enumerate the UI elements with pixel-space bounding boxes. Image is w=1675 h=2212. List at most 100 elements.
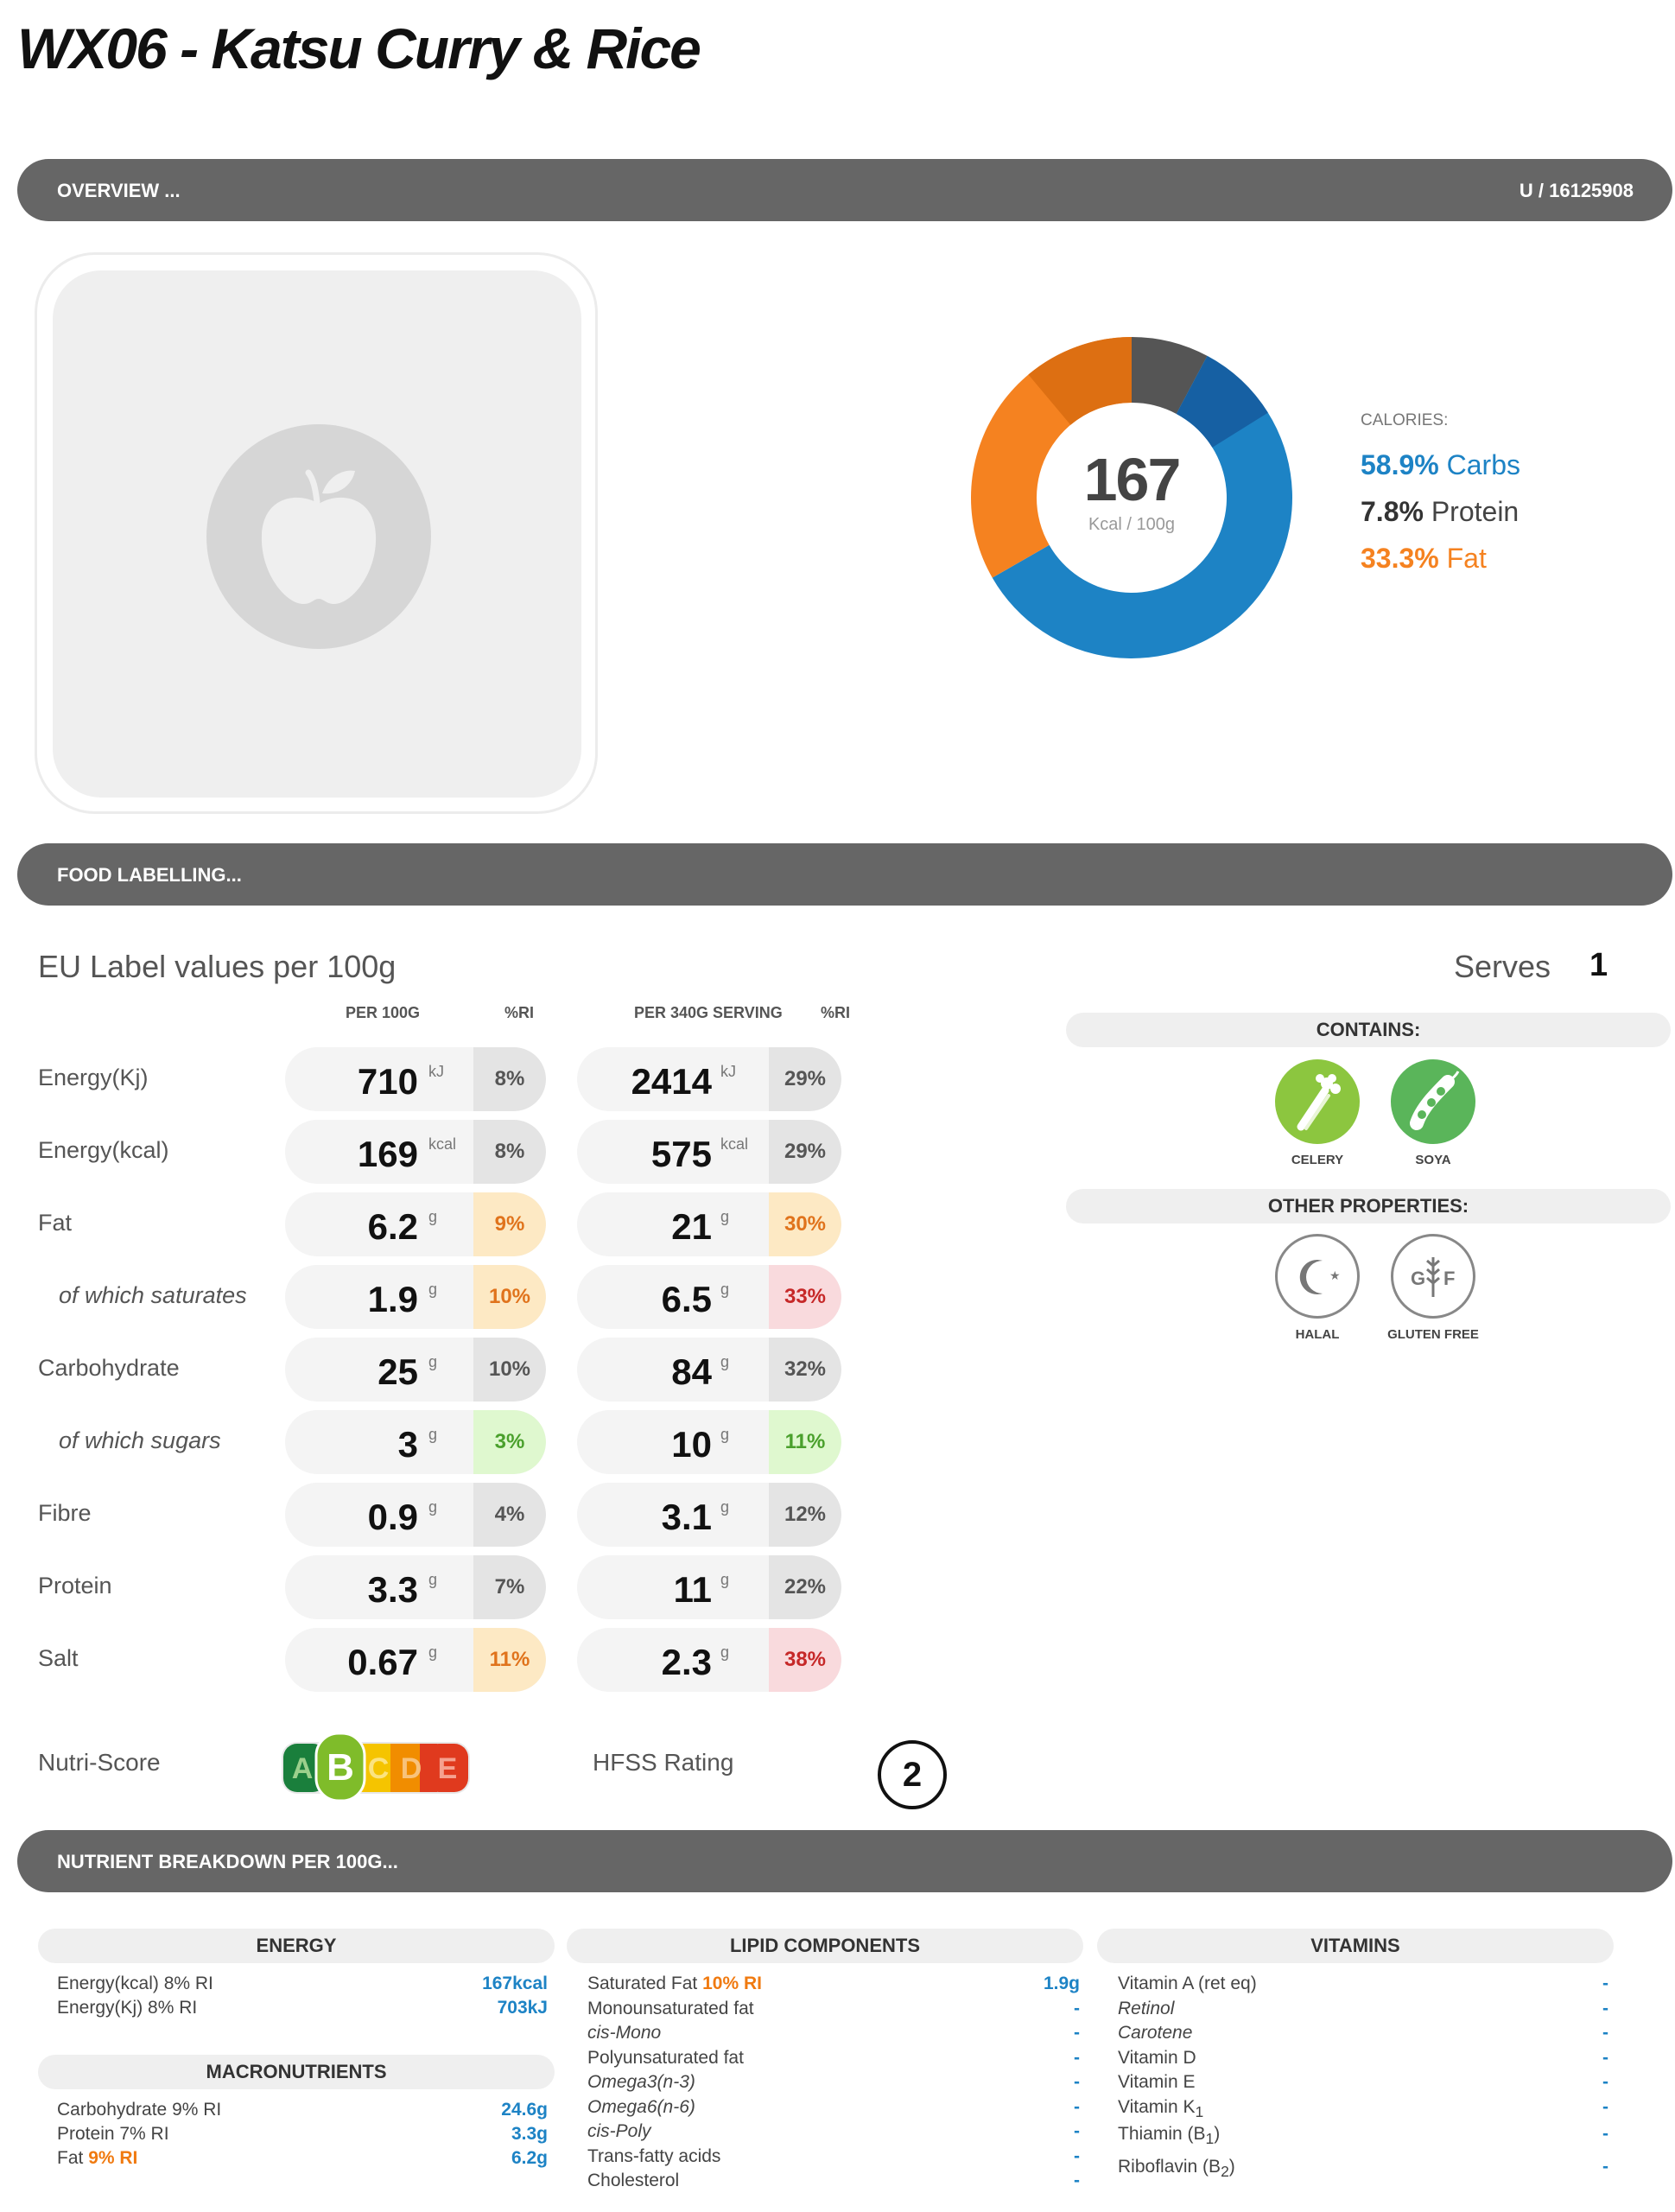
macro-protein-row: Protein 7% RI 3.3g: [57, 2124, 548, 2145]
food-labelling-header[interactable]: FOOD LABELLING...: [17, 843, 1672, 906]
legend-protein-name: Protein: [1431, 496, 1520, 527]
nutrient-breakdown-header[interactable]: NUTRIENT BREAKDOWN PER 100G...: [17, 1830, 1672, 1892]
per100-value: 1.9: [367, 1279, 418, 1319]
serving-value: 21: [671, 1206, 712, 1247]
nutri-letter-e: E: [438, 1752, 458, 1785]
vitamin-row-value: -: [1602, 2072, 1608, 2092]
energy-section-header: ENERGY: [38, 1929, 555, 1963]
per100-pill: 3 g 3%: [285, 1410, 546, 1474]
per100-value: 6.2: [367, 1206, 418, 1247]
hfss-rating-value: 2: [878, 1740, 947, 1809]
serving-pill: 84 g 32%: [577, 1338, 841, 1402]
vitamin-row-label: Riboflavin (B: [1118, 2157, 1221, 2177]
energy-kj-value: 703kJ: [497, 1998, 548, 2018]
serving-value: 2.3: [661, 1642, 712, 1682]
legend-title: CALORIES:: [1361, 411, 1449, 429]
vitamin-row: Vitamin E -: [1118, 2072, 1608, 2093]
macro-carb-label: Carbohydrate 9% RI: [57, 2100, 222, 2120]
serving-pill: 575 kcal 29%: [577, 1120, 841, 1184]
vitamin-row: Retinol -: [1118, 1999, 1608, 2019]
per100-unit: kJ: [428, 1063, 444, 1080]
per100-pill: 0.67 g 11%: [285, 1628, 546, 1692]
nutri-score-badge: A B C D E: [282, 1732, 470, 1802]
soya-label: SOYA: [1415, 1153, 1451, 1167]
vitamin-row: Riboflavin (B2) -: [1118, 2157, 1608, 2181]
nutrient-row-label: Protein: [38, 1573, 112, 1599]
vitamins-section-header: VITAMINS: [1097, 1929, 1614, 1963]
halal-label: HALAL: [1295, 1327, 1340, 1342]
gluten-free-icon: G F: [1391, 1234, 1475, 1319]
overview-header[interactable]: OVERVIEW ... U / 16125908: [17, 159, 1672, 221]
lipid-row-label: Omega3(n-3): [587, 2072, 695, 2092]
page-title: WX06 - Katsu Curry & Rice: [17, 16, 701, 80]
macro-carb-row: Carbohydrate 9% RI 24.6g: [57, 2100, 548, 2120]
hfss-label: HFSS Rating: [593, 1749, 734, 1776]
serving-ri: 29%: [769, 1120, 841, 1184]
lipid-row: cis-Mono -: [587, 2023, 1080, 2044]
vitamin-row-value: -: [1602, 2023, 1608, 2043]
lipid-section-header: LIPID COMPONENTS: [567, 1929, 1083, 1963]
per100-ri: 8%: [473, 1047, 546, 1111]
serving-unit: g: [720, 1571, 730, 1588]
lipid-row: Omega3(n-3) -: [587, 2072, 1080, 2093]
soya-icon: [1391, 1059, 1475, 1144]
vitamin-row-tail: ): [1214, 2124, 1221, 2144]
calorie-value: 167: [1083, 446, 1182, 513]
calorie-donut-chart: [971, 337, 1292, 658]
vitamin-row: Carotene -: [1118, 2023, 1608, 2044]
lipid-row-value: -: [1074, 2145, 1080, 2166]
per100-pill: 1.9 g 10%: [285, 1265, 546, 1329]
calorie-center: 167 Kcal / 100g: [969, 449, 1294, 535]
per100-pill: 169 kcal 8%: [285, 1120, 546, 1184]
lipid-row: cis-Poly -: [587, 2121, 1080, 2142]
lipid-row-value: -: [1074, 2171, 1080, 2190]
vitamin-row: Vitamin A (ret eq) -: [1118, 1974, 1608, 1994]
vitamin-row-label: Vitamin K: [1118, 2096, 1196, 2117]
lipid-row: Polyunsaturated fat -: [587, 2048, 1080, 2069]
serving-unit: g: [720, 1281, 730, 1298]
gluten-free-label: GLUTEN FREE: [1387, 1327, 1479, 1342]
serving-pill: 3.1 g 12%: [577, 1483, 841, 1547]
lipid-row-value: -: [1074, 2121, 1080, 2141]
macro-fat-value: 6.2g: [511, 2148, 548, 2168]
product-image-placeholder: [35, 252, 598, 814]
lipid-row-value: -: [1074, 2096, 1080, 2117]
legend-carbs: 58.9% Carbs: [1361, 449, 1520, 481]
vitamin-row-value: -: [1602, 1998, 1608, 2018]
per100-unit: g: [428, 1281, 438, 1298]
energy-kj-row: Energy(Kj) 8% RI 703kJ: [57, 1998, 548, 2018]
per100-unit: g: [428, 1571, 438, 1588]
serving-ri: 32%: [769, 1338, 841, 1402]
macro-protein-value: 3.3g: [511, 2124, 548, 2144]
per100-value: 0.9: [367, 1497, 418, 1537]
contains-header: CONTAINS:: [1066, 1013, 1671, 1047]
serving-value: 11: [673, 1569, 712, 1610]
serving-value: 10: [671, 1424, 712, 1465]
serving-value: 2414: [631, 1061, 712, 1102]
col-header-per-serving: PER 340G SERVING: [634, 1004, 783, 1021]
per100-ri: 11%: [473, 1628, 546, 1692]
legend-fat-pct: 33.3%: [1361, 543, 1439, 574]
lipid-row-value: 1.9g: [1043, 1974, 1080, 1993]
serving-unit: kcal: [720, 1135, 749, 1153]
macro-fat-row: Fat 9% RI 6.2g: [57, 2148, 548, 2169]
serving-pill: 2.3 g 38%: [577, 1628, 841, 1692]
nutrient-row-label: of which saturates: [59, 1282, 247, 1308]
nutrient-row-label: Fibre: [38, 1500, 92, 1526]
vitamin-row-value: -: [1602, 2047, 1608, 2068]
vitamin-row-label: Carotene: [1118, 2023, 1193, 2043]
svg-text:G: G: [1411, 1268, 1425, 1289]
lipid-row-label: Trans-fatty acids: [587, 2145, 721, 2166]
per100-ri: 9%: [473, 1192, 546, 1256]
lipid-row-value: -: [1074, 2023, 1080, 2043]
eu-label-title: EU Label values per 100g: [38, 949, 397, 984]
celery-icon: [1275, 1059, 1360, 1144]
per100-ri: 10%: [473, 1338, 546, 1402]
lipid-row: Omega6(n-6) -: [587, 2097, 1080, 2118]
serving-value: 6.5: [661, 1279, 712, 1319]
serving-ri: 22%: [769, 1555, 841, 1619]
lipid-row: Monounsaturated fat -: [587, 1999, 1080, 2019]
per100-unit: g: [428, 1426, 438, 1443]
lipid-row-label: Monounsaturated fat: [587, 1998, 754, 2018]
col-header-per100: PER 100G: [346, 1004, 421, 1021]
